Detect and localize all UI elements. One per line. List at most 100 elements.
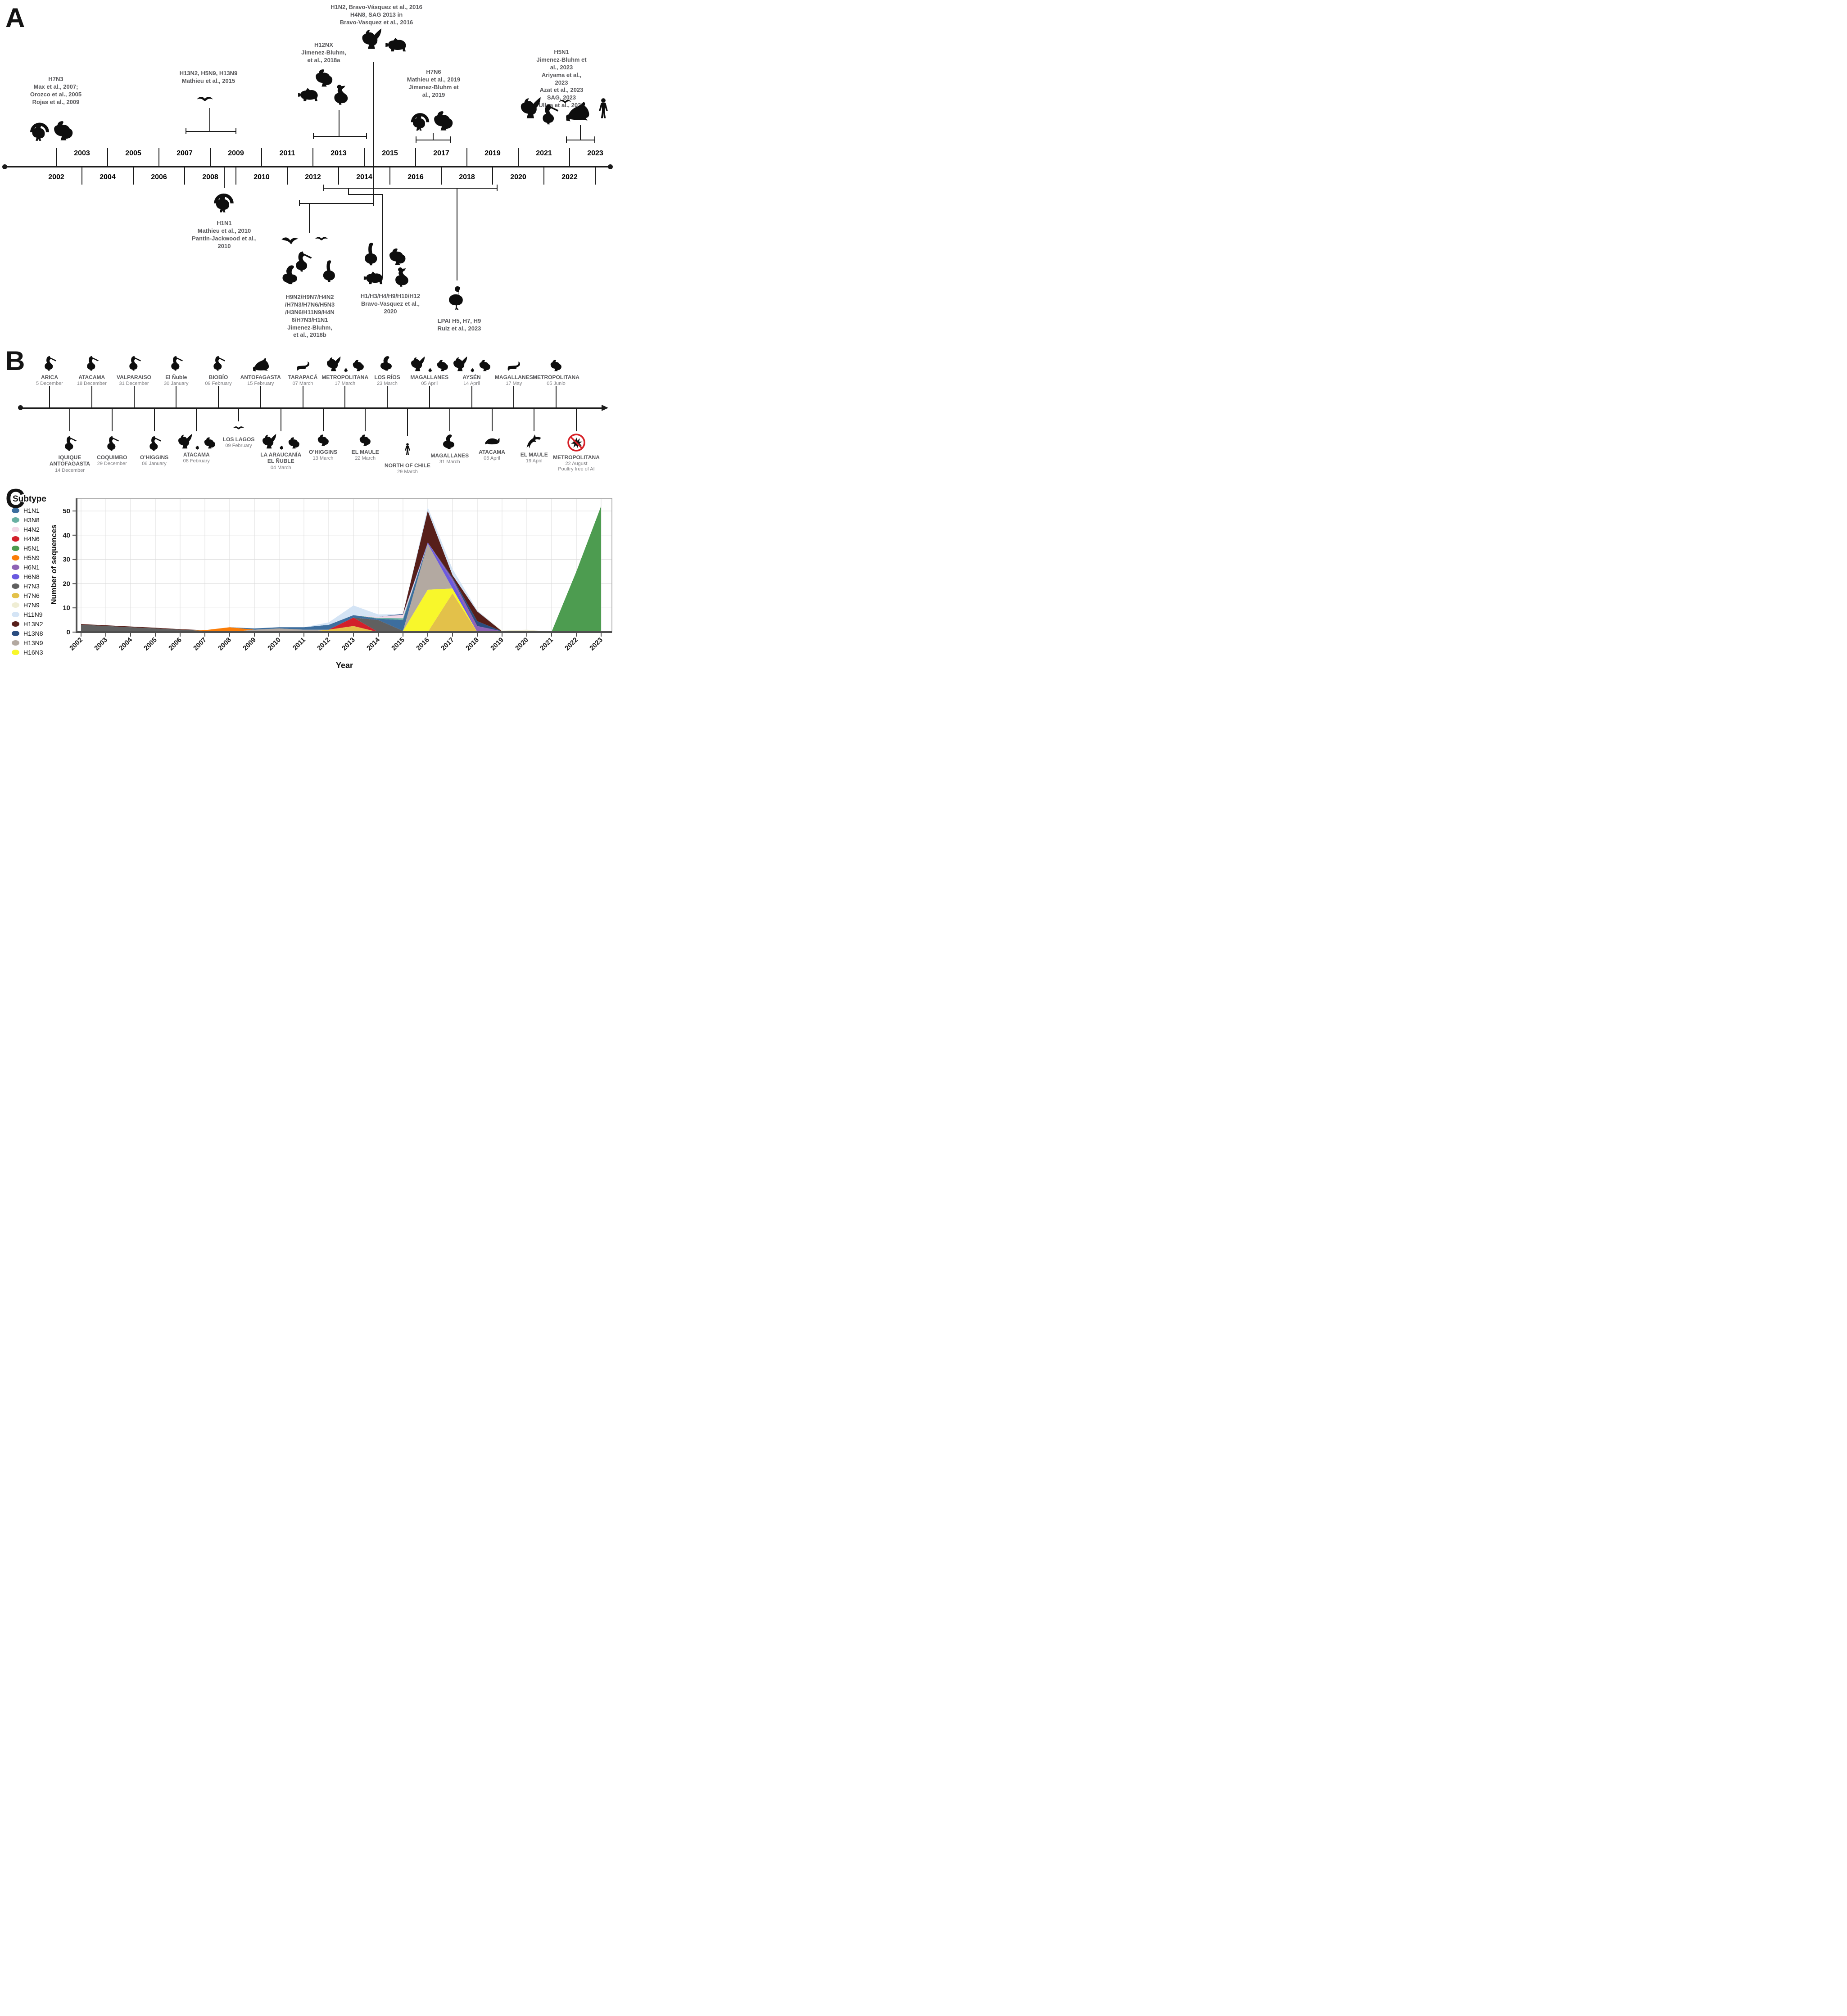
event-date: 31 March bbox=[439, 459, 460, 465]
figure-page: A H7N3 Max et al., 2007; Orozco et al., … bbox=[0, 0, 616, 672]
legend-item-H4N2: H4N2 bbox=[12, 526, 43, 533]
year-label: 2017 bbox=[433, 149, 449, 157]
event-stem bbox=[322, 408, 324, 431]
year-label: 2013 bbox=[330, 149, 347, 157]
legend-label: H1N1 bbox=[23, 507, 40, 514]
timeline-b-top-event: TARAPACÁ 07 March bbox=[275, 359, 331, 386]
event-date: 30 January bbox=[164, 381, 189, 386]
timeline-b-top-event: MAGALLANES 17 May bbox=[486, 359, 542, 386]
legend-swatch bbox=[12, 621, 19, 627]
timeline-tick bbox=[518, 148, 519, 166]
event-region: ARICA bbox=[41, 374, 58, 380]
event-date: 06 January bbox=[142, 461, 167, 467]
event-date: 19 April bbox=[525, 458, 543, 464]
legend-item-H7N3: H7N3 bbox=[12, 583, 43, 590]
citation-ruiz2023: LPAI H5, H7, H9 Ruiz et al., 2023 bbox=[437, 317, 481, 332]
event-stem bbox=[238, 408, 239, 421]
connector-line bbox=[186, 131, 236, 132]
event-stem bbox=[344, 386, 346, 408]
timeline-tick bbox=[184, 167, 185, 185]
citation-h7n3: H7N3 Max et al., 2007; Orozco et al., 20… bbox=[30, 76, 82, 105]
x-tick-label: 2021 bbox=[539, 636, 555, 652]
event-stem bbox=[387, 386, 388, 408]
year-label: 2007 bbox=[177, 149, 193, 157]
x-tick-label: 2015 bbox=[390, 636, 406, 652]
event-region: VALPARAISO bbox=[117, 374, 151, 380]
legend-item-H7N9: H7N9 bbox=[12, 601, 43, 609]
connector-line bbox=[594, 136, 595, 143]
legend-label: H7N9 bbox=[23, 601, 40, 609]
connector-line bbox=[497, 185, 498, 191]
event-region: ATACAMA bbox=[479, 449, 505, 455]
x-tick-label: 2009 bbox=[241, 636, 258, 652]
panel-c-label: C bbox=[5, 484, 25, 514]
timeline-b-top-event: AYSÉN 14 April bbox=[444, 355, 500, 386]
legend-swatch bbox=[12, 583, 19, 589]
event-date: 06 April bbox=[484, 456, 500, 461]
event-region: El Ñuble bbox=[165, 374, 187, 380]
x-tick-label: 2018 bbox=[464, 636, 480, 652]
timeline-tick bbox=[287, 167, 288, 185]
connector-line bbox=[580, 125, 581, 140]
year-label: 2009 bbox=[228, 149, 244, 157]
area-H16N3 bbox=[81, 588, 601, 632]
event-date: 05 Junio bbox=[547, 381, 566, 386]
panel-a-label: A bbox=[5, 3, 25, 33]
timeline-tick bbox=[56, 148, 57, 166]
event-date: 15 February bbox=[247, 381, 274, 386]
x-tick-label: 2005 bbox=[142, 636, 158, 652]
legend-swatch bbox=[12, 640, 19, 646]
timeline-tick bbox=[261, 148, 262, 166]
y-tick-label: 0 bbox=[67, 628, 70, 636]
x-tick-label: 2012 bbox=[316, 636, 332, 652]
legend-swatch bbox=[12, 508, 19, 513]
year-label: 2021 bbox=[536, 149, 552, 157]
event-region: MAGALLANES bbox=[430, 452, 469, 459]
area-H5N1 bbox=[81, 506, 601, 632]
legend-item-H16N3: H16N3 bbox=[12, 649, 43, 656]
legend-swatch bbox=[12, 555, 19, 561]
timeline-tick bbox=[415, 148, 416, 166]
legend-swatch bbox=[12, 527, 19, 532]
legend-swatch bbox=[12, 612, 19, 617]
timeline-tick bbox=[595, 167, 596, 185]
event-region: ANTOFAGASTA bbox=[240, 374, 281, 380]
timeline-b-bottom-event: ATACAMA 08 February bbox=[168, 432, 224, 464]
year-label: 2014 bbox=[356, 173, 372, 181]
timeline-tick bbox=[389, 167, 390, 185]
event-stem bbox=[449, 408, 450, 431]
event-region: TARAPACÁ bbox=[288, 374, 318, 380]
legend-label: H6N8 bbox=[23, 573, 40, 580]
connector-line bbox=[235, 128, 236, 134]
event-date: 22 August bbox=[565, 461, 588, 467]
event-region: ATACAMA bbox=[78, 374, 105, 380]
timeline-b-line bbox=[20, 407, 602, 409]
timeline-a-start-dot bbox=[2, 164, 7, 169]
event-region: O’HIGGINS bbox=[308, 449, 338, 455]
event-note: Poultry free of AI bbox=[558, 466, 595, 472]
year-label: 2023 bbox=[587, 149, 603, 157]
timeline-tick bbox=[235, 167, 236, 185]
timeline-b-top-event: ARICA 5 December bbox=[22, 352, 77, 386]
event-region: NORTH OF CHILE bbox=[385, 462, 430, 469]
event-date: 5 December bbox=[36, 381, 63, 386]
legend-swatch bbox=[12, 574, 19, 579]
year-label: 2006 bbox=[151, 173, 167, 181]
connector-line bbox=[566, 136, 567, 143]
x-tick-label: 2017 bbox=[439, 636, 456, 652]
x-tick-label: 2006 bbox=[167, 636, 183, 652]
timeline-tick bbox=[466, 148, 467, 166]
citation-h7n6: H7N6 Mathieu et al., 2019 Jimenez-Bluhm … bbox=[407, 68, 461, 98]
timeline-b-bottom-event: EL MAULE 19 April bbox=[506, 432, 562, 464]
event-date: 09 February bbox=[205, 381, 232, 386]
year-label: 2012 bbox=[305, 173, 321, 181]
timeline-tick bbox=[210, 148, 211, 166]
event-stem bbox=[491, 408, 493, 431]
event-region: METROPOLITANA bbox=[533, 374, 579, 380]
event-stem bbox=[176, 386, 177, 408]
event-region: LOS LAGOS bbox=[222, 436, 255, 443]
panel-b-label: B bbox=[5, 346, 25, 376]
timeline-b-top-event: MAGALLANES 05 April bbox=[402, 355, 457, 386]
event-date: 08 February bbox=[183, 458, 210, 464]
event-region: METROPOLITANA bbox=[553, 454, 600, 461]
